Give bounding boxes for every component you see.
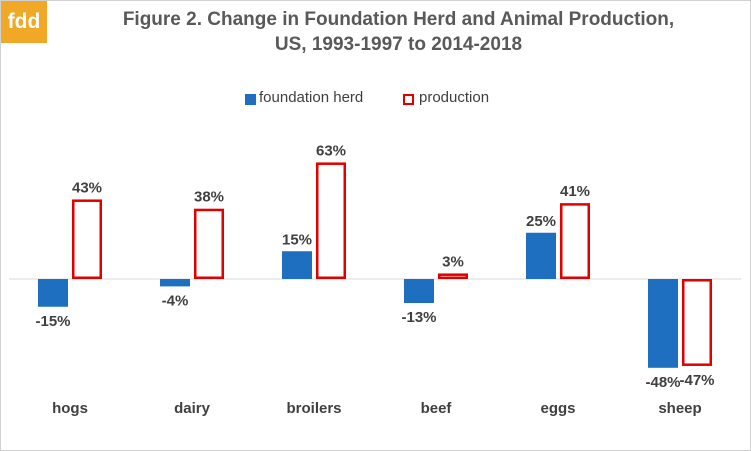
legend-swatch-production — [403, 94, 414, 105]
bar-production-broilers — [316, 162, 346, 279]
category-label-eggs: eggs — [540, 400, 575, 417]
bar-foundation-herd-sheep — [648, 279, 678, 368]
bar-foundation-herd-dairy — [160, 279, 190, 287]
bar-foundation-herd-broilers — [282, 251, 312, 279]
bar-production-hogs — [72, 199, 102, 279]
data-label-production-sheep: -47% — [679, 372, 714, 389]
data-label-foundation-herd-hogs: -15% — [35, 313, 70, 330]
category-label-beef: beef — [421, 400, 453, 417]
bar-production-dairy — [194, 208, 224, 279]
legend-label-foundation-herd: foundation herd — [259, 89, 364, 106]
bar-production-eggs — [560, 203, 590, 279]
data-label-production-hogs: 43% — [72, 179, 102, 196]
legend-swatch-foundation-herd — [245, 94, 256, 105]
bar-foundation-herd-beef — [404, 279, 434, 304]
data-label-production-dairy: 38% — [194, 189, 224, 206]
data-label-production-eggs: 41% — [560, 183, 590, 200]
category-label-dairy: dairy — [174, 400, 211, 417]
chart-subtitle: US, 1993-1997 to 2014-2018 — [274, 34, 523, 55]
bar-production-sheep — [682, 279, 712, 366]
data-label-production-beef: 3% — [442, 253, 464, 270]
category-label-broilers: broilers — [286, 400, 341, 417]
fdd-logo: fdd — [1, 1, 47, 43]
category-label-sheep: sheep — [658, 400, 701, 417]
bar-foundation-herd-hogs — [38, 279, 68, 307]
data-label-production-broilers: 63% — [316, 142, 346, 159]
chart-legend: foundation herd production — [1, 89, 750, 111]
data-label-foundation-herd-dairy: -4% — [162, 292, 189, 309]
data-label-foundation-herd-broilers: 15% — [282, 231, 312, 248]
data-label-foundation-herd-sheep: -48% — [645, 374, 680, 391]
legend-label-production: production — [419, 89, 490, 106]
category-label-hogs: hogs — [52, 400, 88, 417]
bar-production-beef — [438, 273, 468, 280]
chart-title: Figure 2. Change in Foundation Herd and … — [122, 9, 675, 30]
data-label-foundation-herd-eggs: 25% — [526, 213, 556, 230]
bar-foundation-herd-eggs — [526, 232, 556, 279]
data-label-foundation-herd-beef: -13% — [401, 309, 436, 326]
